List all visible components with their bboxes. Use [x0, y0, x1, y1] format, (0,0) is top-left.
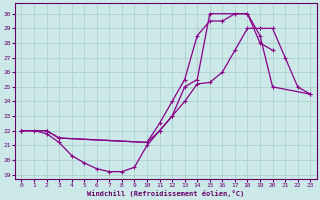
X-axis label: Windchill (Refroidissement éolien,°C): Windchill (Refroidissement éolien,°C): [87, 190, 244, 197]
